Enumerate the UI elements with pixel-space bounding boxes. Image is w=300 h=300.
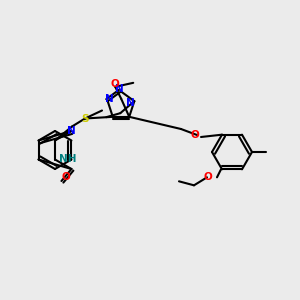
Text: O: O [190,130,200,140]
Text: O: O [111,79,120,89]
Text: N: N [126,98,135,108]
Text: NH: NH [59,154,76,164]
Text: N: N [67,126,76,136]
Text: N: N [115,85,123,94]
Text: S: S [81,113,89,124]
Text: N: N [105,94,114,104]
Text: O: O [204,172,212,182]
Text: O: O [61,172,70,182]
